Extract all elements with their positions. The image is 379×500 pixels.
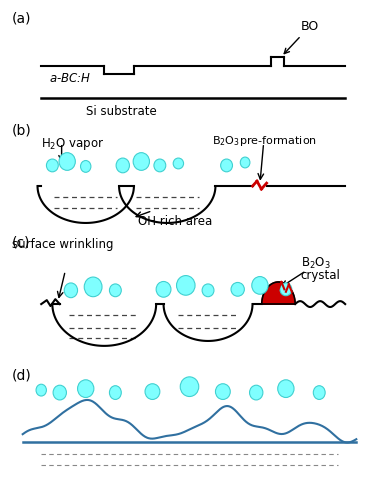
Ellipse shape: [221, 159, 232, 172]
Ellipse shape: [110, 386, 121, 400]
Text: $a$-BC:H: $a$-BC:H: [49, 72, 91, 85]
Text: B$_2$O$_3$: B$_2$O$_3$: [301, 256, 330, 271]
Ellipse shape: [180, 377, 199, 396]
Ellipse shape: [80, 160, 91, 172]
Ellipse shape: [154, 159, 166, 172]
Ellipse shape: [252, 276, 268, 294]
Ellipse shape: [59, 152, 75, 170]
Text: Si substrate: Si substrate: [86, 105, 157, 118]
Ellipse shape: [78, 380, 94, 398]
Ellipse shape: [215, 384, 230, 400]
Ellipse shape: [278, 380, 294, 398]
Ellipse shape: [280, 283, 292, 296]
Ellipse shape: [231, 282, 244, 296]
Text: (d): (d): [12, 369, 31, 383]
Text: (b): (b): [12, 123, 31, 137]
Ellipse shape: [133, 152, 149, 170]
Ellipse shape: [313, 386, 325, 400]
Ellipse shape: [64, 283, 78, 298]
Ellipse shape: [145, 384, 160, 400]
Ellipse shape: [249, 385, 263, 400]
Polygon shape: [262, 282, 295, 304]
Ellipse shape: [202, 284, 214, 296]
Text: (a): (a): [12, 12, 31, 26]
Ellipse shape: [36, 384, 46, 396]
Ellipse shape: [173, 158, 183, 169]
Text: OH rich area: OH rich area: [138, 214, 212, 228]
Ellipse shape: [84, 277, 102, 296]
Text: (c): (c): [12, 236, 30, 249]
Ellipse shape: [240, 157, 250, 168]
Text: B$_2$O$_3$pre-formation: B$_2$O$_3$pre-formation: [212, 134, 317, 148]
Text: crystal: crystal: [301, 268, 341, 281]
Ellipse shape: [53, 385, 66, 400]
Text: H$_2$O vapor: H$_2$O vapor: [41, 136, 105, 152]
Ellipse shape: [156, 282, 171, 297]
Text: BO: BO: [284, 20, 319, 54]
Text: surface wrinkling: surface wrinkling: [12, 238, 113, 250]
Ellipse shape: [116, 158, 130, 173]
Ellipse shape: [46, 159, 58, 172]
Ellipse shape: [110, 284, 121, 296]
Ellipse shape: [177, 276, 195, 295]
